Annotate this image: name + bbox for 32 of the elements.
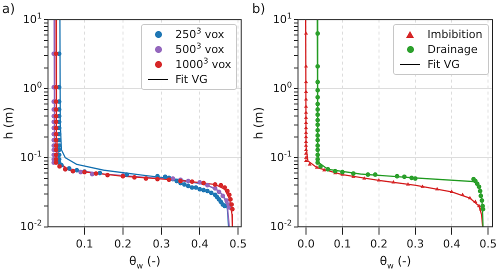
legend-label: 1000$^{3}$ vox [175,56,232,72]
x-tick-label: 0.3 [152,237,170,250]
y-tick-label: 10$^{0}$ [22,80,42,95]
x-tick-label: 0.2 [114,237,132,250]
chart-title: a) [2,2,16,18]
x-tick-label: 0.5 [479,237,497,250]
x-tick-label: 0.0 [297,237,315,250]
y-axis-title: h (m) [1,106,16,140]
legend-label: Imbibition [427,26,482,42]
chart-title: b) [252,2,266,18]
x-tick-label: 0.3 [406,237,424,250]
legend-label: 500$^{3}$ vox [175,40,224,57]
x-tick-label: 0.4 [442,237,460,250]
x-tick-label: 0.2 [370,237,388,250]
x-tick-label: 0.1 [334,237,352,250]
y-tick-label: 10$^{-2}$ [20,218,42,233]
legend-label: Drainage [427,42,478,57]
x-tick-label: 0.1 [76,237,94,250]
y-tick-label: 10$^{-1}$ [20,149,42,164]
y-axis-title: h (m) [251,106,266,140]
x-tick-label: 0.5 [229,237,247,250]
x-tick-label: 0.4 [190,237,208,250]
legend-label: 250$^{3}$ vox [175,26,224,42]
legend-label: Fit VG [175,72,208,87]
x-axis-title: θ$_{w}$ (-) [129,254,161,270]
legend-label: Fit VG [427,56,460,72]
y-tick-label: 10$^{-1}$ [270,149,292,164]
y-tick-label: 10$^{1}$ [272,10,292,26]
y-tick-label: 10$^{0}$ [272,80,292,95]
y-tick-label: 10$^{1}$ [22,10,42,26]
y-tick-label: 10$^{-2}$ [270,218,292,233]
x-axis-title: θ$_{w}$ (-) [380,254,412,270]
